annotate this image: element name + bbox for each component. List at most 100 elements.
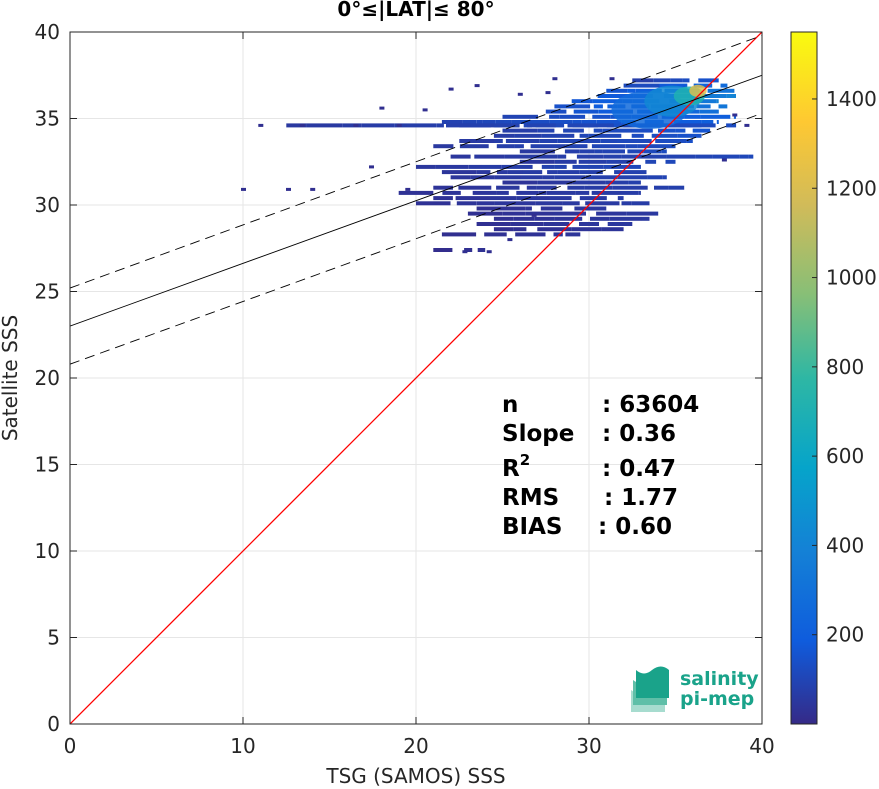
density-cell bbox=[514, 144, 524, 149]
density-cell bbox=[376, 123, 395, 128]
density-cell bbox=[590, 216, 610, 221]
density-layer bbox=[241, 77, 754, 254]
colorbar-tick-label: 600 bbox=[826, 444, 864, 468]
density-cell bbox=[574, 206, 588, 211]
salinity-pi-mep-logo: salinity pi-mep bbox=[631, 666, 759, 712]
density-cell bbox=[579, 222, 599, 226]
density-cell bbox=[661, 149, 667, 154]
density-cell bbox=[459, 139, 495, 143]
density-cell bbox=[476, 206, 497, 211]
density-cell bbox=[494, 175, 521, 180]
density-cell bbox=[707, 88, 735, 93]
density-cell bbox=[489, 196, 517, 201]
density-cell bbox=[501, 164, 533, 169]
density-cell bbox=[654, 154, 667, 159]
density-cell bbox=[516, 190, 539, 195]
density-cell bbox=[554, 175, 586, 180]
density-cell bbox=[716, 120, 719, 124]
density-cell bbox=[537, 227, 572, 232]
density-cell bbox=[557, 170, 580, 175]
density-cell bbox=[495, 120, 504, 124]
density-point bbox=[507, 238, 513, 242]
density-cell bbox=[547, 170, 558, 175]
colorbar-tick-label: 800 bbox=[826, 355, 864, 379]
density-point bbox=[299, 123, 305, 127]
density-cell bbox=[591, 190, 622, 195]
density-cell bbox=[720, 83, 728, 88]
density-cell bbox=[587, 206, 597, 211]
density-cell bbox=[549, 120, 573, 124]
x-tick-label: 20 bbox=[403, 734, 428, 758]
density-cell bbox=[511, 120, 530, 124]
density-cell bbox=[510, 222, 544, 226]
colorbar-tick-label: 1000 bbox=[826, 266, 877, 290]
density-cell bbox=[567, 185, 584, 190]
density-point bbox=[422, 108, 428, 112]
density-cell bbox=[525, 206, 532, 211]
density-point bbox=[486, 250, 492, 254]
logo-line-2: pi-mep bbox=[680, 688, 754, 710]
stat-value: : 0.60 bbox=[598, 514, 672, 540]
density-cell bbox=[579, 170, 603, 175]
density-cell bbox=[675, 128, 686, 133]
density-cell bbox=[455, 196, 490, 201]
density-cell bbox=[442, 190, 461, 195]
density-cell bbox=[696, 104, 711, 109]
density-cell bbox=[519, 149, 555, 154]
density-cell bbox=[699, 109, 719, 114]
density-cell bbox=[496, 144, 515, 149]
density-cell bbox=[654, 185, 669, 190]
density-cell bbox=[527, 123, 556, 128]
density-cell bbox=[559, 114, 586, 119]
chart-title: 0°≤|LAT|≤ 80° bbox=[337, 0, 494, 21]
density-cell bbox=[603, 164, 628, 169]
density-cell bbox=[617, 175, 648, 180]
density-cell bbox=[628, 180, 641, 185]
density-cell bbox=[718, 104, 728, 109]
density-cell bbox=[549, 196, 572, 201]
x-tick-label: 30 bbox=[576, 734, 601, 758]
density-cell bbox=[596, 211, 627, 216]
density-cell bbox=[441, 232, 477, 237]
density-cell bbox=[416, 164, 436, 169]
density-cell bbox=[668, 185, 685, 190]
density-cell bbox=[662, 175, 667, 180]
density-cell bbox=[680, 120, 702, 124]
density-cell bbox=[470, 175, 495, 180]
density-cell bbox=[494, 139, 503, 143]
density-cell bbox=[699, 94, 727, 98]
density-cell bbox=[606, 88, 628, 93]
y-tick-label: 20 bbox=[35, 366, 60, 390]
density-cell bbox=[539, 139, 558, 143]
density-cell bbox=[529, 120, 550, 124]
density-cell bbox=[534, 216, 555, 221]
density-cell bbox=[698, 78, 711, 83]
density-cell bbox=[407, 123, 437, 128]
density-core bbox=[689, 84, 707, 97]
colorbar-tick-label: 1400 bbox=[826, 87, 877, 111]
density-cell bbox=[468, 164, 482, 169]
line-fit bbox=[70, 74, 762, 327]
density-cell bbox=[603, 154, 622, 159]
stat-value: : 0.36 bbox=[602, 421, 676, 447]
density-cell bbox=[537, 180, 573, 185]
density-cell bbox=[482, 120, 496, 124]
density-point bbox=[721, 158, 727, 162]
density-cell bbox=[450, 175, 471, 180]
density-cell bbox=[678, 133, 702, 138]
density-cell bbox=[565, 144, 588, 149]
density-cell bbox=[528, 154, 558, 159]
density-cell bbox=[542, 175, 555, 180]
density-cell bbox=[535, 201, 563, 206]
density-cell bbox=[549, 114, 560, 119]
stat-label: BIAS bbox=[502, 514, 562, 540]
density-cell bbox=[502, 180, 538, 185]
density-cell bbox=[505, 139, 540, 143]
density-cell bbox=[515, 232, 546, 237]
y-tick-label: 10 bbox=[35, 539, 60, 563]
density-point bbox=[744, 123, 750, 127]
density-cell bbox=[541, 133, 575, 138]
density-cell bbox=[546, 190, 576, 195]
density-point bbox=[310, 187, 316, 191]
